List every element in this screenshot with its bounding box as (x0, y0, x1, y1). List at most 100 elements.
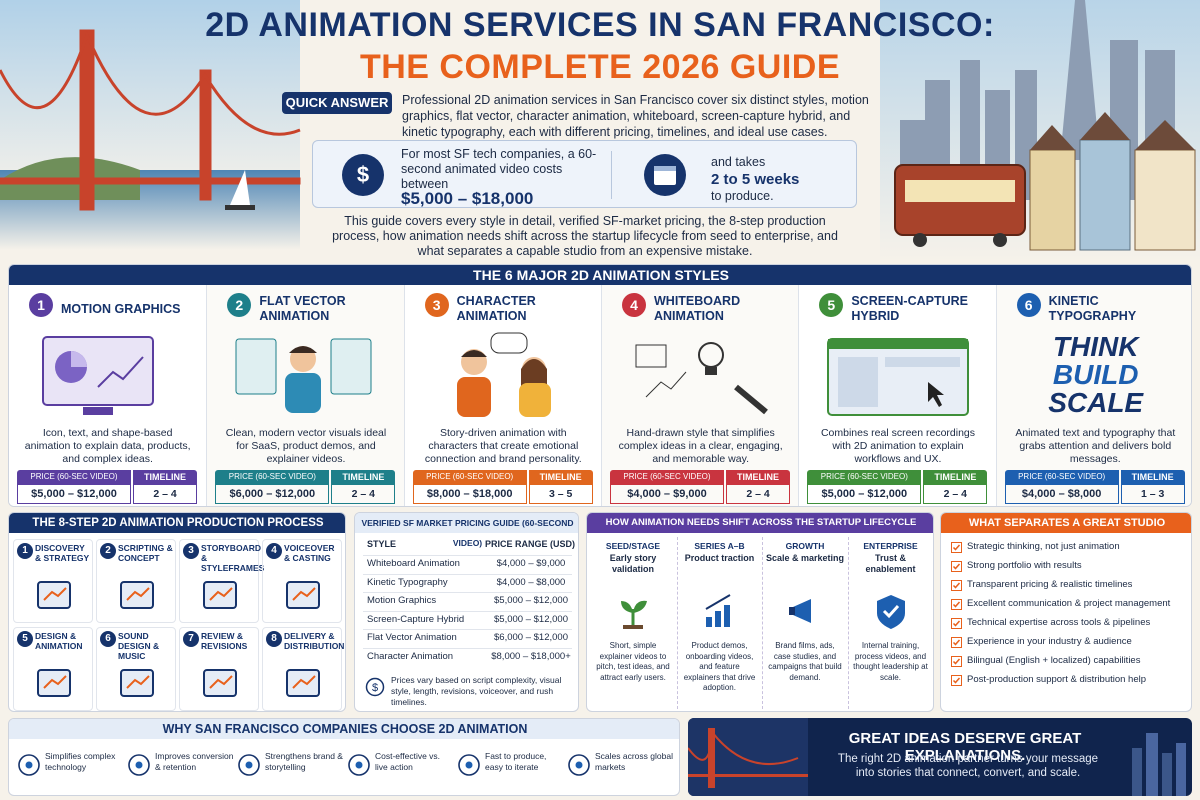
check-icon (951, 618, 962, 629)
table-cell-price: $4,000 – $8,000 (496, 576, 566, 588)
why-panel: WHY SAN FRANCISCO COMPANIES CHOOSE 2D AN… (8, 718, 680, 796)
stage-icon (789, 599, 811, 623)
step-number: 7 (183, 631, 199, 647)
timeline-value: 1 – 3 WEEKS (1120, 484, 1185, 504)
studio-item: Post-production support & distribution h… (967, 674, 1147, 685)
process-step: 5 DESIGN & ANIMATION (13, 627, 93, 711)
style-illustration (635, 342, 768, 415)
svg-text:$: $ (372, 682, 378, 694)
stage-name: SEED/STAGE (605, 541, 661, 551)
stage-name: GROWTH (785, 541, 825, 551)
why-item: Cost-effective vs. live action (375, 751, 441, 772)
step-number: 3 (183, 543, 199, 559)
price-label: PRICE (60-SEC VIDEO) (807, 470, 922, 484)
style-name: WHITEBOARD ANIMATION (654, 294, 741, 323)
step-number: 5 (17, 631, 33, 647)
price-label: PRICE (60-SEC VIDEO) (610, 470, 724, 484)
studio-item: Transparent pricing & realistic timeline… (967, 579, 1133, 590)
stage-subtitle: Product traction (684, 553, 755, 563)
style-description: Icon, text, and shape-based animation to… (24, 427, 191, 465)
timeline-label: TIMELINE (726, 470, 790, 484)
style-description: Hand-drawn style that simplifies complex… (618, 427, 783, 465)
style-description: Clean, modern vector visuals ideal for S… (225, 427, 387, 465)
style-description: Story-driven animation with characters t… (424, 427, 582, 465)
studio-title: WHAT SEPARATES A GREAT STUDIO (941, 513, 1191, 533)
step-name: SCRIPTING & CONCEPT (118, 543, 173, 563)
studio-item: Strong portfolio with results (967, 560, 1082, 571)
step-number: 6 (100, 631, 116, 647)
table-cell-price: $4,000 – $9,000 (496, 558, 566, 569)
why-icon (238, 754, 260, 776)
studio-item: Strategic thinking, not just animation (967, 541, 1120, 552)
stage-description: Short, simple explainer videos to pitch,… (596, 641, 670, 682)
stage-description: Brand films, ads, case studies, and camp… (768, 641, 842, 682)
why-item: Fast to produce, easy to iterate (485, 751, 547, 772)
process-step: 4 VOICEOVER & CASTING (262, 539, 342, 623)
why-icon (348, 754, 370, 776)
process-step: 1 DISCOVERY & STRATEGY (13, 539, 93, 623)
step-number: 8 (266, 631, 282, 647)
time-text-end: to produce. (711, 189, 774, 203)
step-name: REVIEW & REVISIONS (201, 631, 248, 651)
kinetic-word: SCALE (1048, 387, 1144, 418)
table-cell-style: Screen-Capture Hybrid (367, 613, 465, 625)
table-cell-style: Character Animation (367, 650, 454, 662)
style-number: 5 (819, 293, 844, 317)
table-cell-price: $8,000 – $18,000+ (491, 650, 571, 662)
pricing-panel: VERIFIED SF MARKET PRICING GUIDE (60-SEC… (354, 512, 579, 712)
timeline-label: TIMELINE (1120, 470, 1185, 484)
stage-subtitle: Scale & marketing (765, 553, 845, 563)
styles-title: THE 6 MAJOR 2D ANIMATION STYLES (9, 265, 1191, 285)
table-cell-price: $6,000 – $12,000 (494, 632, 568, 643)
title-line-2: THE COMPLETE 2026 GUIDE (359, 48, 841, 86)
step-icon (120, 581, 154, 609)
process-step: 7 REVIEW & REVISIONS (179, 627, 259, 711)
divider (611, 151, 612, 199)
style-card: 6 KINETIC TYPOGRAPHY THINK BUILD SCALE Animat… (995, 285, 1191, 506)
header-scenery (0, 0, 1200, 262)
style-description: Animated text and typography that grabs … (1015, 427, 1176, 465)
studio-item: Excellent communication & project manage… (967, 598, 1171, 609)
style-number: 1 (29, 293, 53, 317)
why-icon (18, 754, 40, 776)
check-icon (951, 561, 962, 572)
table-row-line (363, 592, 572, 593)
price-label: PRICE (60-SEC VIDEO) (412, 470, 527, 484)
step-icon (286, 581, 320, 609)
stage-subtitle: Early story validation (609, 553, 657, 574)
step-number: 1 (17, 543, 33, 559)
cta-text: The right 2D animation partner turns you… (837, 753, 1099, 779)
quick-answer-text: Professional 2D animation services in Sa… (402, 93, 869, 139)
style-illustration (456, 332, 551, 417)
style-name: KINETIC TYPOGRAPHY (1048, 294, 1137, 323)
lifecycle-stage: GROWTH Scale & marketing Brand films, ads,… (762, 537, 846, 709)
stage-name: SERIES A–B (694, 541, 745, 551)
studio-panel: WHAT SEPARATES A GREAT STUDIO Strategic t… (940, 512, 1192, 712)
cta-city (1132, 733, 1186, 796)
pricing-note: Prices vary based on script complexity, … (391, 675, 562, 707)
style-card: 3 CHARACTER ANIMATION Story-driven animati… (403, 285, 601, 506)
kinetic-word: THINK (1052, 331, 1139, 362)
step-name: VOICEOVER & CASTING (284, 543, 335, 563)
style-number: 6 (1016, 293, 1041, 317)
process-step: 2 SCRIPTING & CONCEPT (96, 539, 176, 623)
style-number: 4 (622, 293, 646, 317)
cost-price: $5,000 – $18,000 (401, 189, 534, 208)
timeline-value: 2 – 4 WEEKS (923, 484, 988, 504)
cost-text: For most SF tech companies, a 60-second … (401, 147, 597, 191)
timeline-label: TIMELINE (133, 470, 197, 484)
step-name: DISCOVERY & STRATEGY (35, 543, 90, 563)
style-card: 5 SCREEN-CAPTURE HYBRID Combines real scre… (798, 285, 996, 506)
check-icon (951, 675, 962, 686)
table-cell-style: Flat Vector Animation (367, 632, 457, 643)
style-illustration (827, 338, 970, 416)
lifecycle-stage: ENTERPRISE Trust & enablement Internal tra… (847, 537, 932, 709)
step-number: 4 (266, 543, 282, 559)
cta-panel: GREAT IDEAS DESERVE GREAT EXPLANATIONS. T… (688, 718, 1192, 796)
time-text: and takes (711, 155, 766, 169)
why-icon (568, 754, 590, 776)
title-line-1: 2D ANIMATION SERVICES IN SAN FRANCISCO: (205, 6, 995, 44)
stage-icon (704, 594, 731, 627)
timeline-label: TIMELINE (923, 470, 988, 484)
timeline-value: 2 – 4 WEEKS (331, 484, 396, 504)
